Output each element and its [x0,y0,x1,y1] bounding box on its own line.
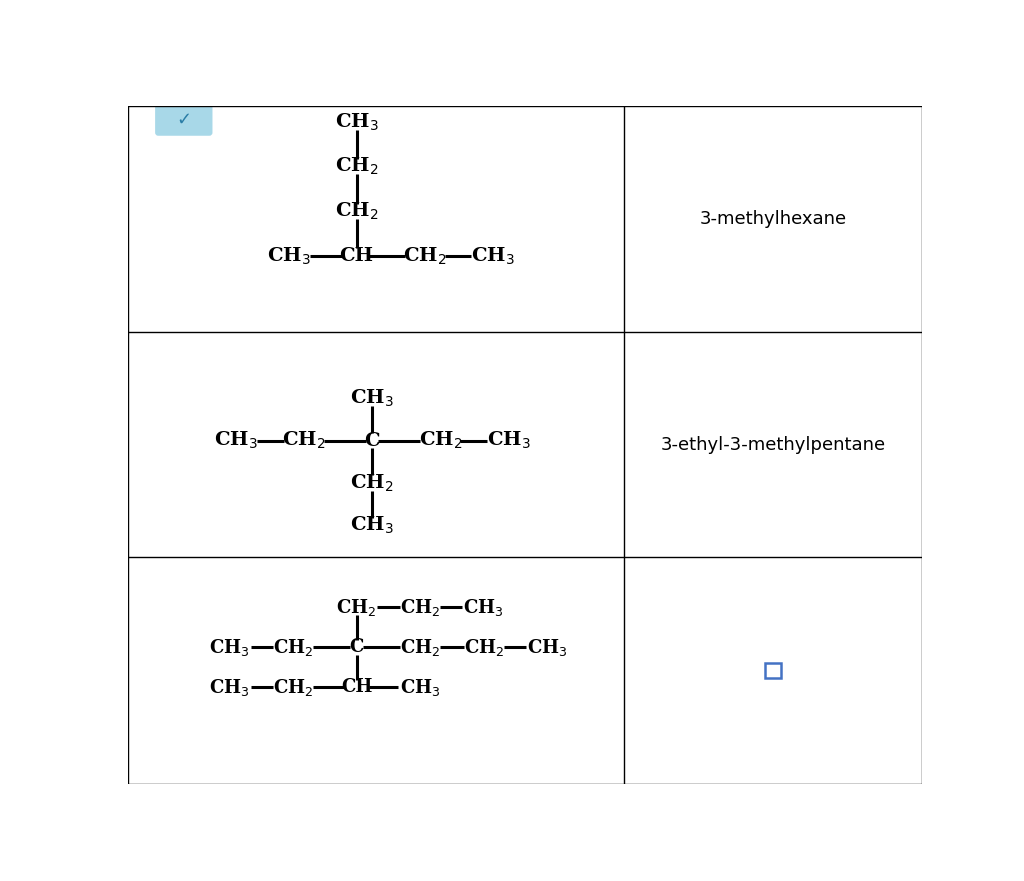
FancyBboxPatch shape [765,663,780,678]
Text: CH$_2$: CH$_2$ [337,596,377,618]
Text: CH$_3$: CH$_3$ [471,245,515,267]
Text: CH$_2$: CH$_2$ [350,472,394,493]
Text: CH$_3$: CH$_3$ [266,245,310,267]
Text: CH$_2$: CH$_2$ [400,596,440,618]
Text: CH$_2$: CH$_2$ [283,430,326,451]
Text: CH$_3$: CH$_3$ [214,430,258,451]
Text: CH$_2$: CH$_2$ [464,637,504,658]
Text: 3-methylhexane: 3-methylhexane [699,210,847,228]
Text: CH$_3$: CH$_3$ [527,637,567,658]
Text: CH$_3$: CH$_3$ [400,677,440,698]
FancyBboxPatch shape [155,103,212,136]
Text: CH$_3$: CH$_3$ [464,596,504,618]
Text: CH$_2$: CH$_2$ [335,156,378,177]
Text: CH$_3$: CH$_3$ [486,430,530,451]
Text: CH$_3$: CH$_3$ [335,111,379,132]
Text: CH$_2$: CH$_2$ [419,430,462,451]
Text: C: C [365,432,380,449]
Text: CH: CH [341,678,373,697]
Text: CH$_3$: CH$_3$ [209,637,250,658]
Text: C: C [349,639,364,656]
Text: CH: CH [340,247,374,265]
Text: 3-ethyl-3-methylpentane: 3-ethyl-3-methylpentane [660,435,886,454]
Text: CH$_3$: CH$_3$ [350,388,394,409]
Text: ✓: ✓ [176,111,191,129]
Text: CH$_3$: CH$_3$ [350,515,394,536]
Text: CH$_2$: CH$_2$ [273,637,313,658]
Text: CH$_2$: CH$_2$ [403,245,446,267]
Text: CH$_2$: CH$_2$ [273,677,313,698]
Text: CH$_3$: CH$_3$ [209,677,250,698]
Text: CH$_2$: CH$_2$ [400,637,440,658]
Text: CH$_2$: CH$_2$ [335,201,378,222]
